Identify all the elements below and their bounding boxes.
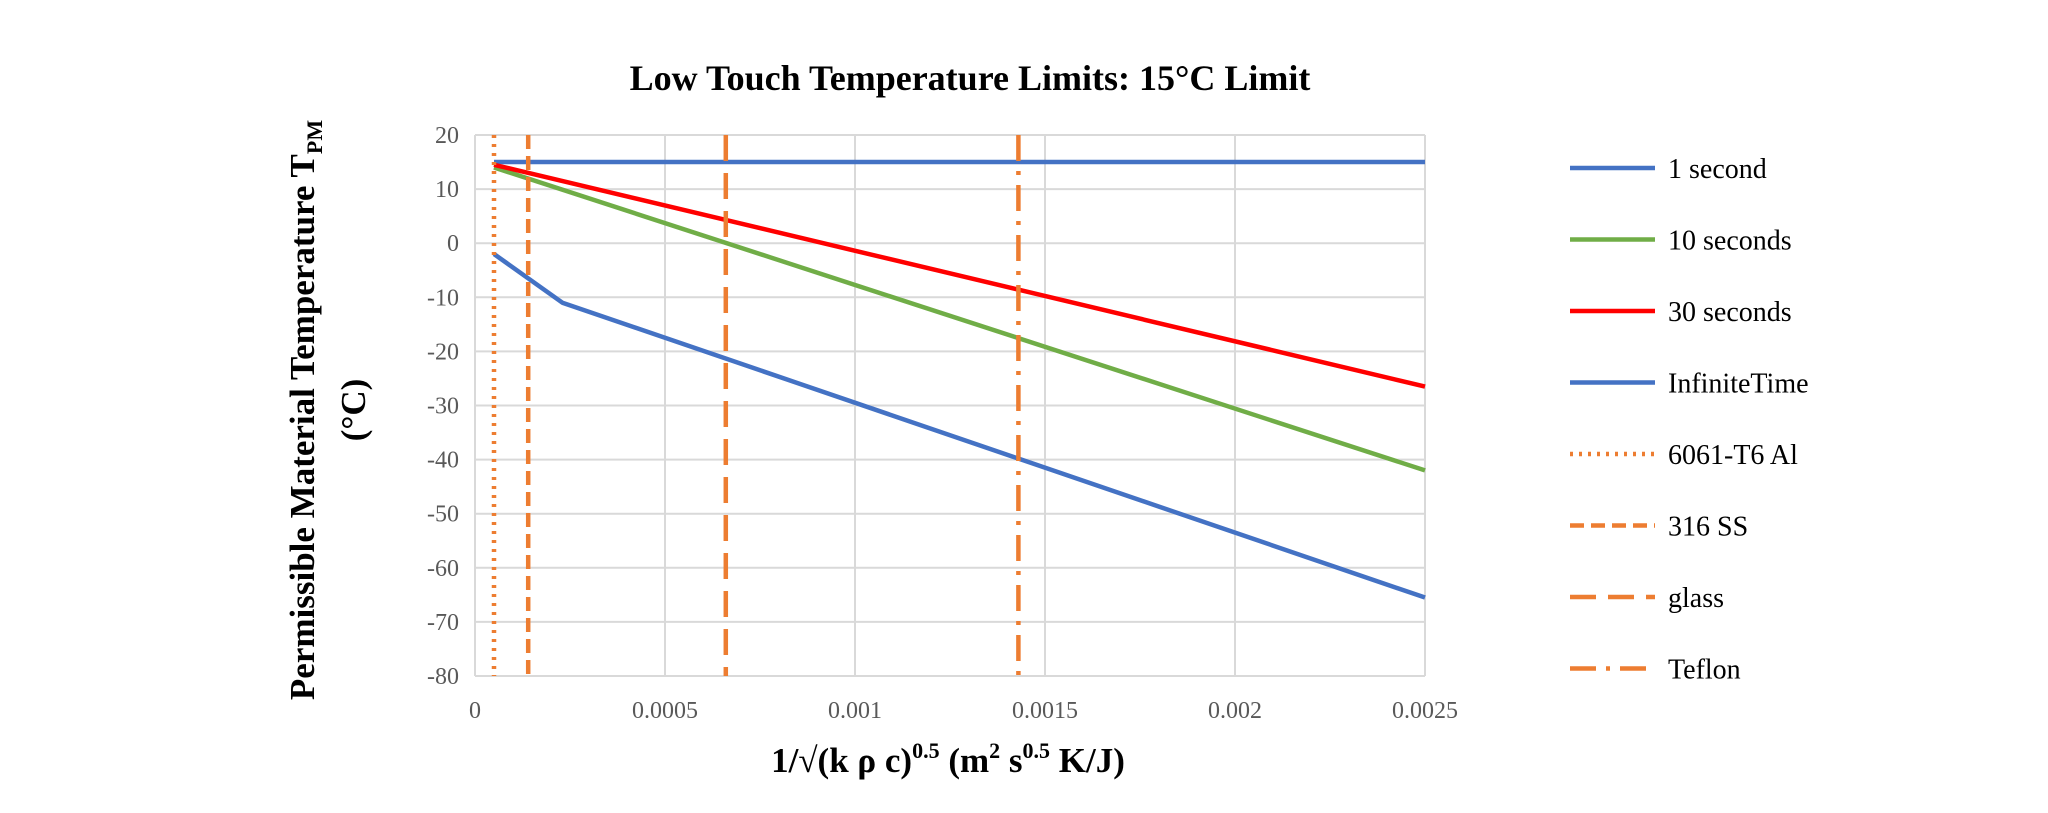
y-axis-title-line2: (°C)	[334, 379, 373, 442]
y-tick-label: -40	[427, 448, 459, 474]
y-tick-label: -50	[427, 502, 459, 528]
series-line-30-seconds	[493, 162, 1426, 389]
legend-item-10-seconds: 10 seconds	[1570, 226, 1792, 257]
y-tick-label: -20	[427, 339, 459, 365]
legend-label: 30 seconds	[1668, 297, 1792, 328]
x-axis-title-exp3: 0.5	[1023, 738, 1051, 763]
legend-label: glass	[1668, 583, 1724, 614]
y-tick-label: 0	[447, 231, 459, 257]
y-tick-label: -80	[427, 664, 459, 690]
x-tick-label: 0.0025	[1392, 698, 1458, 724]
legend-label: 6061-T6 Al	[1668, 440, 1798, 471]
legend-item-1-second: 1 second	[1570, 154, 1767, 185]
y-tick-label: -70	[427, 610, 459, 636]
legend-label: 1 second	[1668, 154, 1767, 185]
x-axis-title-mid2: s	[1000, 741, 1022, 780]
x-axis-title-end: K/J)	[1050, 741, 1125, 780]
y-axis-title-subscript: PM	[302, 120, 327, 154]
y-axis-tick-labels: 20 10 0 -10 -20 -30 -40 -50 -60 -70 -80	[427, 123, 459, 690]
legend-item-infinitetime: InfiniteTime	[1570, 369, 1809, 400]
legend-label: Teflon	[1668, 655, 1741, 686]
x-tick-label: 0	[469, 698, 481, 724]
y-tick-label: -30	[427, 394, 459, 420]
y-tick-label: 10	[435, 177, 459, 203]
x-axis-title-exp1: 0.5	[912, 738, 940, 763]
x-tick-label: 0.0015	[1012, 698, 1078, 724]
y-axis-title: Permissible Material Temperature TPM (°C…	[283, 120, 373, 700]
x-axis-title-mid1: (m	[940, 741, 990, 780]
y-tick-label: -60	[427, 556, 459, 582]
gridlines	[474, 134, 1426, 677]
x-tick-label: 0.0005	[632, 698, 698, 724]
y-axis-title-line1-base: Permissible Material Temperature T	[283, 154, 322, 700]
legend-label: 316 SS	[1668, 512, 1748, 543]
x-axis-title-exp2: 2	[989, 738, 1000, 763]
legend-item-6061-t6-al: 6061-T6 Al	[1570, 440, 1798, 471]
legend-label: InfiniteTime	[1668, 369, 1809, 400]
x-axis-tick-labels: 0 0.0005 0.001 0.0015 0.002 0.0025	[469, 698, 1458, 724]
y-tick-label: 20	[435, 123, 459, 149]
x-tick-label: 0.001	[828, 698, 882, 724]
legend-item-glass: glass	[1570, 583, 1724, 614]
y-tick-label: -10	[427, 285, 459, 311]
series-line-infinitetime	[492, 252, 1426, 600]
x-tick-label: 0.002	[1208, 698, 1262, 724]
chart-title: Low Touch Temperature Limits: 15°C Limit	[630, 58, 1311, 98]
legend: 1 second 10 seconds 30 seconds InfiniteTime…	[1570, 154, 1809, 686]
legend-item-30-seconds: 30 seconds	[1570, 297, 1792, 328]
plot-series	[491, 135, 1426, 676]
series-line-10-seconds	[493, 165, 1426, 473]
y-axis-title-line1: Permissible Material Temperature TPM	[283, 120, 327, 700]
legend-label: 10 seconds	[1668, 226, 1792, 257]
legend-item-teflon: Teflon	[1570, 655, 1741, 686]
x-axis-title: 1/√(k ρ c)0.5 (m2 s0.5 K/J)	[771, 738, 1125, 780]
legend-item-316-ss: 316 SS	[1570, 512, 1748, 543]
x-axis-title-base: 1/√(k ρ c)	[771, 741, 912, 780]
